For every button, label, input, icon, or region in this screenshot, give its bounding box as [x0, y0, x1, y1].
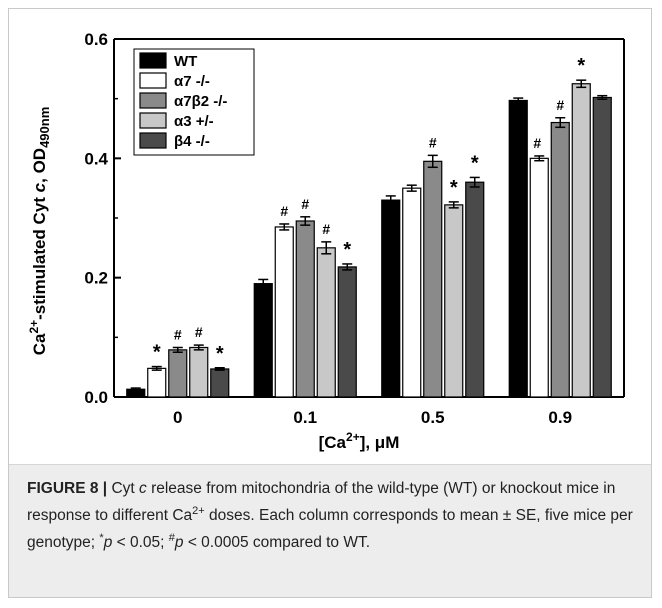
significance-star: *	[471, 152, 479, 174]
bar	[465, 181, 485, 398]
figure-area: 0.0 0.2 0.4 0.6 0 0.1 0.5 0.9 * # # * # # # * # * * # # * WT…	[9, 9, 653, 464]
x-tick-label: 0	[173, 408, 182, 427]
chart-bars: * # # * # # # * # * * # # *	[126, 55, 612, 398]
bar	[508, 99, 528, 398]
y-tick-label: 0.6	[84, 30, 108, 49]
significance-hash: #	[280, 203, 288, 219]
significance-hash: #	[174, 326, 182, 342]
chart-legend: WT α7 -/- α7β2 -/- α3 +/- β4 -/-	[133, 48, 255, 156]
significance-star: *	[153, 342, 161, 364]
significance-star: *	[343, 239, 351, 261]
significance-star: *	[216, 343, 224, 365]
bar	[402, 187, 422, 398]
legend-swatch	[139, 72, 167, 89]
bar	[529, 157, 549, 398]
bar	[571, 83, 591, 398]
bar	[253, 283, 273, 398]
caption-box: FIGURE 8 | Cyt c release from mitochondr…	[9, 464, 651, 597]
bar	[550, 121, 570, 398]
bar	[592, 96, 612, 398]
significance-hash: #	[322, 221, 330, 237]
bar	[381, 199, 401, 398]
caption-label: FIGURE 8 |	[27, 480, 108, 497]
legend-swatch	[139, 112, 167, 129]
bar	[444, 204, 464, 398]
bar	[337, 266, 357, 398]
significance-hash: #	[429, 134, 437, 150]
significance-hash: #	[533, 135, 541, 151]
x-axis-label: [Ca2+], μM	[319, 430, 400, 452]
bar	[147, 367, 167, 398]
significance-star: *	[450, 177, 458, 199]
figure-frame: 0.0 0.2 0.4 0.6 0 0.1 0.5 0.9 * # # * # # # * # * * # # * WT…	[8, 8, 652, 598]
y-tick-label: 0.4	[84, 149, 108, 168]
legend-swatch	[139, 92, 167, 109]
legend-label: WT	[174, 53, 197, 70]
bar	[274, 226, 294, 398]
significance-hash: #	[556, 97, 564, 113]
bar-chart: 0.0 0.2 0.4 0.6 0 0.1 0.5 0.9 * # # * # # # * # * * # # * WT…	[27, 30, 625, 452]
bar	[295, 220, 315, 398]
legend-label: β4 -/-	[174, 133, 210, 150]
significance-star: *	[577, 55, 585, 77]
bar	[168, 349, 188, 398]
bar	[189, 346, 209, 398]
legend-label: α7β2 -/-	[174, 93, 227, 110]
legend-label: α7 -/-	[174, 73, 210, 90]
legend-swatch	[139, 52, 167, 69]
legend-label: α3 +/-	[174, 113, 214, 130]
chart-axes: 0.0 0.2 0.4 0.6 0 0.1 0.5 0.9	[84, 30, 625, 427]
y-axis-label: Ca2+-stimulated Cyt c, OD490nm	[27, 107, 52, 356]
bar	[210, 368, 230, 398]
x-tick-label: 0.5	[421, 408, 445, 427]
significance-hash: #	[195, 324, 203, 340]
bar	[423, 160, 443, 398]
significance-hash: #	[301, 196, 309, 212]
y-tick-label: 0.0	[84, 388, 108, 407]
x-tick-label: 0.9	[548, 408, 572, 427]
y-tick-label: 0.2	[84, 269, 108, 288]
bar	[316, 247, 336, 398]
figure-caption: FIGURE 8 | Cyt c release from mitochondr…	[27, 480, 633, 552]
x-tick-label: 0.1	[293, 408, 317, 427]
legend-swatch	[139, 132, 167, 149]
